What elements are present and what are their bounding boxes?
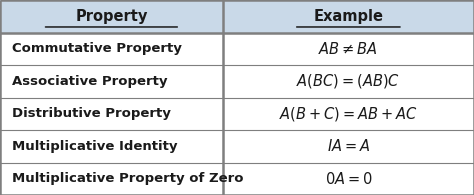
Bar xyxy=(223,162,474,195)
Bar xyxy=(223,98,474,130)
Bar xyxy=(0,130,223,162)
Text: Distributive Property: Distributive Property xyxy=(12,107,171,120)
Bar xyxy=(223,65,474,98)
Bar xyxy=(223,0,474,33)
Bar xyxy=(0,0,223,33)
Text: Associative Property: Associative Property xyxy=(12,75,167,88)
Bar xyxy=(0,65,223,98)
Text: $A(B + C) = AB + AC$: $A(B + C) = AB + AC$ xyxy=(279,105,418,123)
Text: $IA = A$: $IA = A$ xyxy=(327,138,370,154)
Text: $AB \neq BA$: $AB \neq BA$ xyxy=(319,41,378,57)
Text: $0A = 0$: $0A = 0$ xyxy=(325,171,372,187)
Text: Commutative Property: Commutative Property xyxy=(12,42,182,55)
Bar xyxy=(223,130,474,162)
Bar xyxy=(0,98,223,130)
Bar xyxy=(0,33,223,65)
Text: Example: Example xyxy=(313,9,383,24)
Bar xyxy=(0,162,223,195)
Text: Multiplicative Property of Zero: Multiplicative Property of Zero xyxy=(12,172,243,185)
Text: $A(BC) = (AB)C$: $A(BC) = (AB)C$ xyxy=(296,72,401,90)
Text: Property: Property xyxy=(75,9,147,24)
Text: Multiplicative Identity: Multiplicative Identity xyxy=(12,140,177,153)
Bar xyxy=(223,33,474,65)
